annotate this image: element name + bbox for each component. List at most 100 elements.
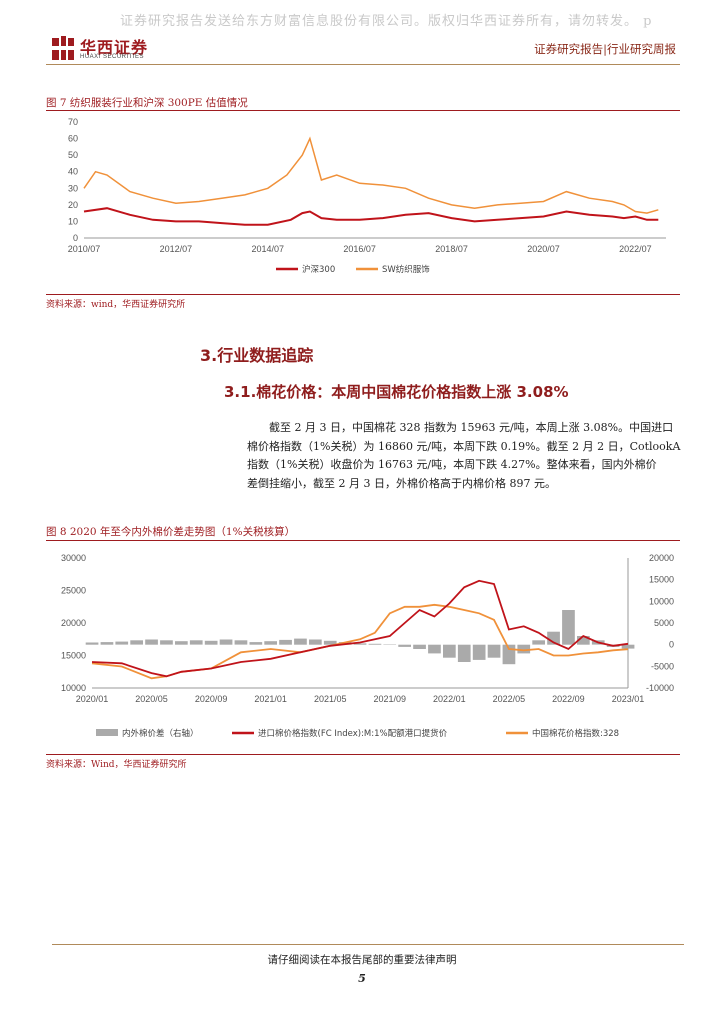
x-tick-label: 2021/05 [314, 694, 347, 704]
x-tick-label: 2018/07 [435, 244, 468, 254]
series-line [83, 136, 659, 214]
figure7-top-rule [46, 110, 680, 111]
header-divider [46, 64, 680, 65]
price-spread-bar [279, 639, 292, 645]
price-spread-bar [532, 640, 545, 645]
price-spread-bar [562, 610, 575, 645]
y-right-tick-label: -5000 [651, 661, 674, 671]
x-tick-label: 2020/07 [527, 244, 560, 254]
figure7-bottom-rule [46, 294, 680, 295]
x-tick-label: 2021/01 [254, 694, 287, 704]
report-type-label: 证券研究报告|行业研究周报 [534, 42, 676, 56]
price-spread-bar [234, 640, 248, 645]
figure8-chart: 10000 15000 20000 25000 30000 -10000 -5000 0 500… [61, 553, 674, 739]
price-spread-bar [472, 644, 486, 660]
price-spread-bar [175, 641, 188, 645]
price-spread-bar [204, 640, 218, 645]
figure8-source: 资料来源：Wind，华西证券研究所 [46, 760, 187, 770]
figure7-title: 图 7 纺织服装行业和沪深 300PE 估值情况 [46, 97, 248, 109]
price-spread-bar [160, 640, 173, 645]
y-left-tick-label: 15000 [61, 651, 86, 661]
y-right-tick-label: 20000 [649, 553, 674, 563]
legal-notice: 请仔细阅读在本报告尾部的重要法律声明 [267, 954, 457, 966]
x-tick-label: 2020/09 [195, 694, 228, 704]
legend-label: 中国棉花价格指数:328 [532, 728, 619, 739]
price-spread-bar [443, 644, 456, 658]
x-tick-label: 2016/07 [343, 244, 376, 254]
figure8-top-rule [46, 540, 680, 541]
figure8-bottom-rule [46, 754, 680, 755]
y-tick-label: 40 [68, 167, 78, 177]
page-number: 5 [358, 972, 366, 985]
body-line: 指数（1%关税）收盘价为 16763 元/吨，本周下跌 4.27%。整体来看，国… [247, 458, 657, 471]
price-spread-bar [85, 642, 99, 645]
price-spread-bar [368, 643, 382, 645]
body-line: 棉价格指数（1%关税）为 16860 元/吨，本周下跌 0.19%。截至 2 月… [247, 439, 681, 453]
price-spread-bar [517, 644, 531, 654]
legend-label: 内外棉价差（右轴） [122, 728, 199, 739]
y-tick-label: 70 [68, 117, 78, 127]
y-left-tick-label: 30000 [61, 553, 86, 563]
y-right-tick-label: 5000 [654, 618, 674, 628]
price-spread-bar [100, 642, 114, 645]
price-spread-bar [353, 643, 367, 645]
x-tick-label: 2021/09 [374, 694, 407, 704]
legend-swatch [96, 729, 118, 736]
x-tick-label: 2010/07 [68, 244, 101, 254]
x-tick-label: 2014/07 [252, 244, 285, 254]
x-tick-label: 2022/09 [552, 694, 585, 704]
section-heading: 3.行业数据追踪 [200, 346, 314, 365]
subsection-heading: 3.1.棉花价格：本周中国棉花价格指数上涨 3.08% [224, 383, 569, 401]
y-tick-label: 0 [73, 233, 78, 243]
price-spread-bar [323, 640, 337, 645]
y-tick-label: 20 [68, 200, 78, 210]
y-right-tick-label: -10000 [646, 683, 674, 693]
y-right-tick-label: 0 [669, 640, 674, 650]
x-tick-label: 2020/01 [76, 694, 109, 704]
x-tick-label: 2020/05 [135, 694, 168, 704]
y-left-tick-label: 10000 [61, 683, 86, 693]
price-spread-bar [428, 644, 441, 654]
figure8-title: 图 8 2020 年至今内外棉价差走势图（1%关税核算） [46, 526, 296, 538]
figure7-source: 资料来源：wind，华西证券研究所 [46, 300, 186, 310]
watermark-text: 证券研究报告发送给东方财富信息股份有限公司。版权归华西证券所有，请勿转发。 p [120, 14, 653, 29]
price-spread-bar [115, 641, 129, 645]
body-paragraph: 截至 2 月 3 日，中国棉花 328 指数为 15963 元/吨，本周上涨 3… [247, 419, 693, 493]
y-left-tick-label: 25000 [61, 586, 86, 596]
x-tick-label: 2022/05 [493, 694, 526, 704]
price-spread-bar [249, 642, 263, 645]
x-tick-label: 2012/07 [160, 244, 193, 254]
x-tick-label: 2022/01 [433, 694, 466, 704]
y-tick-label: 50 [68, 150, 78, 160]
price-spread-bar [145, 639, 158, 645]
huaxi-logo-icon [52, 36, 74, 60]
price-spread-bar [309, 639, 322, 645]
price-spread-bar [264, 641, 277, 645]
price-spread-bar [413, 644, 426, 649]
series-line [83, 207, 659, 226]
price-spread-bar [487, 644, 501, 658]
y-left-tick-label: 20000 [61, 618, 86, 628]
y-tick-label: 60 [68, 134, 78, 144]
y-right-tick-label: 15000 [649, 575, 674, 585]
y-right-tick-label: 10000 [649, 596, 674, 606]
price-spread-bar [457, 644, 471, 662]
price-spread-bar [577, 636, 590, 645]
brand-name: 华西证券 [80, 38, 149, 57]
body-line: 差倒挂缩小，截至 2 月 3 日，外棉价格高于内棉价格 897 元。 [247, 476, 556, 490]
x-tick-label: 2022/07 [619, 244, 652, 254]
price-spread-bar [130, 640, 143, 645]
price-spread-bar [189, 640, 203, 645]
body-line: 截至 2 月 3 日，中国棉花 328 指数为 15963 元/吨，本周上涨 3… [269, 421, 674, 434]
figure7-chart: 0 10 20 30 40 50 60 70 2010/07 2012/07 2014/07 2016… [68, 117, 666, 275]
price-spread-bar [398, 644, 411, 647]
brand-name-en: HUAXI SECURITIES [80, 54, 145, 60]
y-tick-label: 10 [68, 216, 78, 226]
price-spread-bar [621, 644, 635, 649]
series-line [91, 579, 629, 678]
x-tick-label: 2023/01 [612, 694, 645, 704]
legend-label: 进口棉价格指数(FC Index):M:1%配额港口提货价 [258, 728, 448, 739]
legend-label: SW纺织服饰 [382, 264, 430, 275]
legend-label: 沪深300 [302, 264, 335, 275]
y-tick-label: 30 [68, 183, 78, 193]
